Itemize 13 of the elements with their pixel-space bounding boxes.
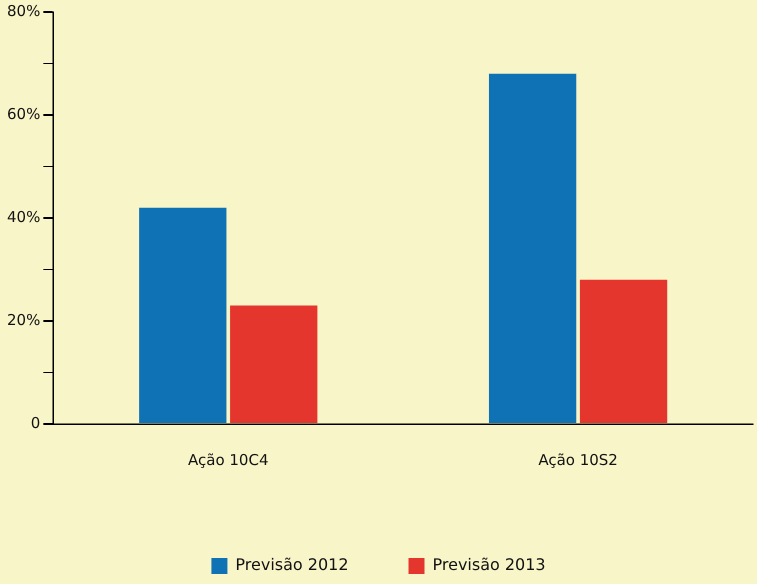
- x-tick-label: Ação 10C4: [188, 450, 269, 469]
- legend-label: Previsão 2012: [235, 555, 349, 574]
- bar: [230, 306, 318, 423]
- bar: [580, 280, 668, 423]
- y-tick-label: 60%: [6, 104, 40, 123]
- legend-label: Previsão 2013: [432, 555, 546, 574]
- bar: [139, 208, 226, 423]
- y-tick-label: 0: [30, 414, 40, 432]
- y-tick-label: 40%: [6, 208, 40, 226]
- y-tick-label: 80%: [6, 2, 40, 20]
- x-tick-label: Ação 10S2: [538, 450, 618, 469]
- bar: [488, 74, 576, 423]
- y-tick-label: 20%: [6, 310, 40, 329]
